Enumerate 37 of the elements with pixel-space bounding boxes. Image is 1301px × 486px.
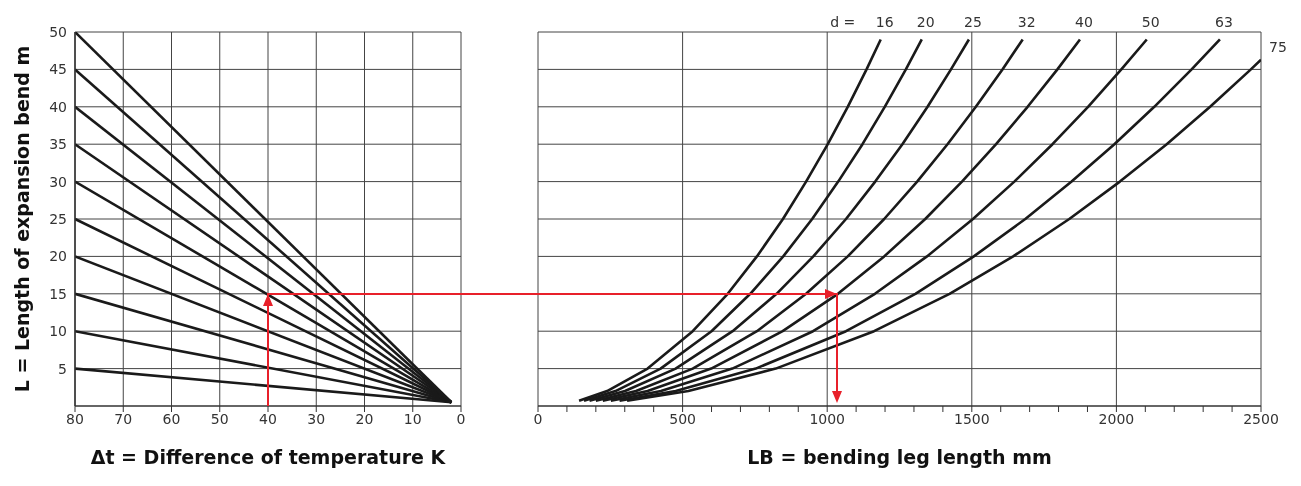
y-axis-title: L = Length of expansion bend m — [10, 45, 33, 393]
series-label: 16 — [875, 14, 894, 31]
legend-title: d = — [830, 14, 856, 31]
x-tick-label: 70 — [114, 410, 133, 427]
series-label: 25 — [963, 14, 982, 31]
x-tick-label: 60 — [162, 410, 181, 427]
x-axis-title: Δt = Difference of temperature K — [90, 446, 447, 468]
series-label: 63 — [1215, 14, 1233, 31]
x-tick-label: 1000 — [809, 410, 846, 427]
y-tick-label: 15 — [49, 285, 67, 302]
y-tick-label: 50 — [49, 23, 67, 40]
y-tick-label: 40 — [49, 98, 67, 115]
x-tick-label: 2000 — [1098, 410, 1135, 427]
y-tick-label: 25 — [49, 210, 67, 227]
x-tick-label: 0 — [533, 410, 543, 427]
x-tick-label: 2500 — [1243, 410, 1279, 427]
y-tick-label: 5 — [58, 360, 67, 377]
x-tick-label: 20 — [355, 410, 374, 427]
series-label: 20 — [916, 14, 935, 31]
series-label: 50 — [1141, 14, 1160, 31]
x-tick-label: 0 — [456, 410, 466, 427]
series-label: 40 — [1075, 14, 1093, 31]
x-tick-label: 10 — [403, 410, 422, 427]
x-tick-label: 50 — [210, 410, 229, 427]
y-tick-label: 45 — [49, 61, 67, 78]
y-tick-label: 20 — [49, 248, 67, 265]
x-axis-title: LB = bending leg length mm — [747, 446, 1052, 468]
x-tick-label: 80 — [66, 410, 84, 427]
x-tick-label: 30 — [307, 410, 326, 427]
series-label: 32 — [1017, 14, 1036, 31]
y-tick-label: 30 — [49, 173, 67, 190]
series-label: 75 — [1269, 38, 1287, 55]
x-tick-label: 1500 — [953, 410, 990, 427]
y-tick-label: 35 — [49, 136, 67, 153]
y-tick-label: 10 — [49, 323, 67, 340]
x-tick-label: 40 — [259, 410, 277, 427]
x-tick-label: 500 — [669, 410, 696, 427]
